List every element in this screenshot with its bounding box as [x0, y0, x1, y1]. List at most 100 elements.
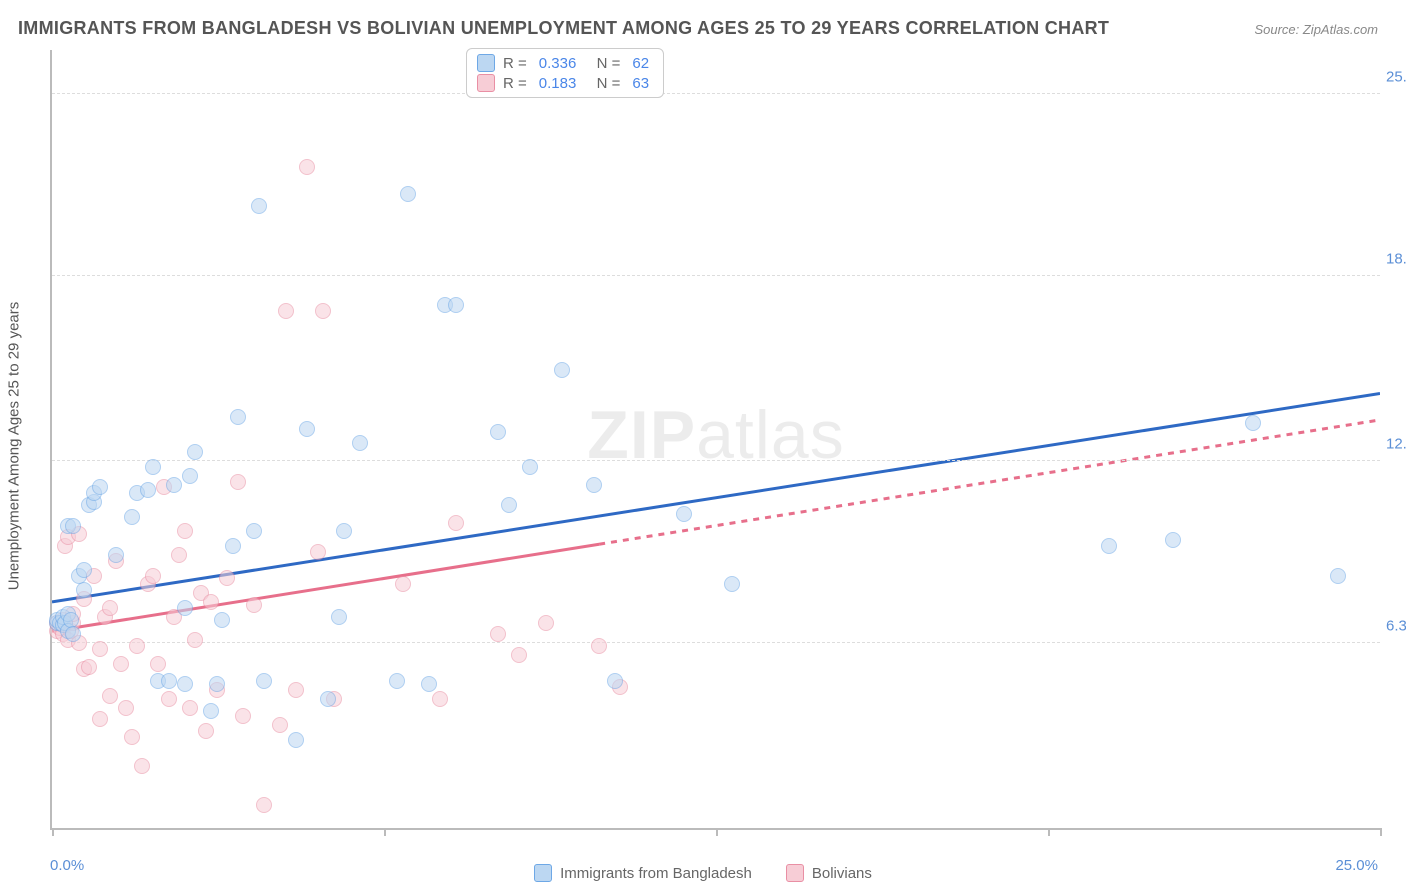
x-tick [716, 828, 718, 836]
legend-swatch-icon [477, 54, 495, 72]
gridline [52, 642, 1380, 643]
scatter-point-bolivians [299, 159, 315, 175]
scatter-point-bangladesh [225, 538, 241, 554]
scatter-point-bangladesh [251, 198, 267, 214]
legend-swatch-icon [786, 864, 804, 882]
scatter-point-bolivians [113, 656, 129, 672]
scatter-point-bangladesh [140, 482, 156, 498]
scatter-point-bolivians [129, 638, 145, 654]
scatter-point-bangladesh [331, 609, 347, 625]
scatter-point-bangladesh [166, 477, 182, 493]
scatter-point-bolivians [448, 515, 464, 531]
scatter-point-bangladesh [320, 691, 336, 707]
scatter-point-bangladesh [209, 676, 225, 692]
watermark-bold: ZIP [587, 397, 696, 473]
scatter-point-bolivians [81, 659, 97, 675]
scatter-point-bangladesh [63, 612, 79, 628]
x-tick [384, 828, 386, 836]
scatter-point-bolivians [235, 708, 251, 724]
gridline [52, 93, 1380, 94]
correlation-chart: IMMIGRANTS FROM BANGLADESH VS BOLIVIAN U… [0, 0, 1406, 892]
scatter-point-bolivians [538, 615, 554, 631]
trend-bangladesh-solid [52, 393, 1380, 601]
scatter-point-bolivians [432, 691, 448, 707]
trend-bolivians-solid [52, 544, 599, 631]
chart-source: Source: ZipAtlas.com [1254, 22, 1378, 37]
trend-lines [52, 50, 1380, 828]
scatter-point-bangladesh [182, 468, 198, 484]
scatter-point-bolivians [171, 547, 187, 563]
scatter-point-bangladesh [145, 459, 161, 475]
scatter-point-bolivians [511, 647, 527, 663]
legend-series: Immigrants from Bangladesh Bolivians [0, 864, 1406, 882]
y-axis-label: Unemployment Among Ages 25 to 29 years [6, 302, 23, 591]
scatter-point-bangladesh [299, 421, 315, 437]
scatter-point-bangladesh [187, 444, 203, 460]
scatter-point-bangladesh [288, 732, 304, 748]
scatter-point-bolivians [315, 303, 331, 319]
scatter-point-bolivians [92, 711, 108, 727]
scatter-point-bangladesh [92, 479, 108, 495]
legend-series-label: Bolivians [812, 865, 872, 882]
scatter-point-bangladesh [724, 576, 740, 592]
legend-n-label: N = [588, 55, 620, 72]
scatter-point-bangladesh [108, 547, 124, 563]
trend-bolivians-dashed [599, 420, 1380, 544]
scatter-point-bangladesh [421, 676, 437, 692]
scatter-point-bolivians [187, 632, 203, 648]
scatter-point-bolivians [145, 568, 161, 584]
scatter-point-bangladesh [230, 409, 246, 425]
legend-r-label: R = [503, 55, 527, 72]
scatter-point-bolivians [198, 723, 214, 739]
scatter-point-bolivians [288, 682, 304, 698]
scatter-point-bangladesh [389, 673, 405, 689]
plot-area: ZIPatlas 6.3%12.5%18.8%25.0% [50, 50, 1380, 830]
scatter-point-bangladesh [177, 676, 193, 692]
y-tick-label: 6.3% [1386, 618, 1406, 635]
scatter-point-bolivians [150, 656, 166, 672]
x-tick [52, 828, 54, 836]
scatter-point-bangladesh [65, 626, 81, 642]
scatter-point-bolivians [102, 688, 118, 704]
scatter-point-bolivians [219, 570, 235, 586]
scatter-point-bangladesh [65, 518, 81, 534]
legend-r-label: R = [503, 75, 527, 92]
legend-swatch-icon [534, 864, 552, 882]
gridline [52, 275, 1380, 276]
scatter-point-bolivians [272, 717, 288, 733]
y-tick-label: 12.5% [1386, 436, 1406, 453]
scatter-point-bangladesh [76, 562, 92, 578]
scatter-point-bangladesh [490, 424, 506, 440]
scatter-point-bangladesh [1165, 532, 1181, 548]
scatter-point-bangladesh [177, 600, 193, 616]
legend-series-item: Bolivians [786, 864, 872, 882]
scatter-point-bangladesh [448, 297, 464, 313]
scatter-point-bolivians [591, 638, 607, 654]
scatter-point-bangladesh [676, 506, 692, 522]
scatter-point-bangladesh [256, 673, 272, 689]
scatter-point-bangladesh [586, 477, 602, 493]
legend-stats-row: R =0.336 N =62 [477, 53, 653, 73]
watermark-light: atlas [696, 397, 845, 473]
scatter-point-bolivians [256, 797, 272, 813]
scatter-point-bangladesh [203, 703, 219, 719]
gridline [52, 460, 1380, 461]
y-tick-label: 18.8% [1386, 251, 1406, 268]
legend-swatch-icon [477, 74, 495, 92]
scatter-point-bangladesh [1245, 415, 1261, 431]
x-tick [1380, 828, 1382, 836]
scatter-point-bolivians [246, 597, 262, 613]
legend-r-value: 0.183 [539, 75, 577, 92]
legend-n-value: 63 [632, 75, 649, 92]
scatter-point-bolivians [278, 303, 294, 319]
scatter-point-bangladesh [352, 435, 368, 451]
scatter-point-bolivians [182, 700, 198, 716]
scatter-point-bolivians [395, 576, 411, 592]
scatter-point-bangladesh [76, 582, 92, 598]
scatter-point-bolivians [177, 523, 193, 539]
legend-series-label: Immigrants from Bangladesh [560, 865, 752, 882]
scatter-point-bolivians [118, 700, 134, 716]
scatter-point-bangladesh [1101, 538, 1117, 554]
watermark: ZIPatlas [587, 396, 844, 474]
scatter-point-bolivians [203, 594, 219, 610]
